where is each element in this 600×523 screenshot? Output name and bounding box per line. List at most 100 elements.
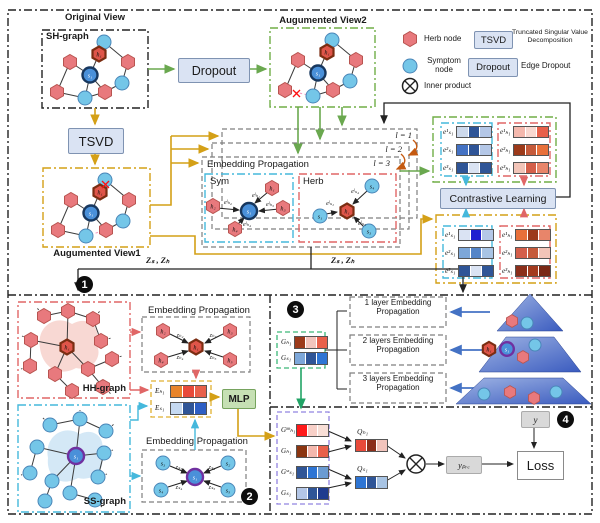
- embedding-bar-label: e¹ₕ₁: [502, 230, 513, 239]
- hh-graph-box: [17, 301, 131, 399]
- svg-text:zₛ₄: zₛ₄: [175, 485, 183, 491]
- embedding-propagation-title: Embedding Propagation: [207, 159, 309, 170]
- embedding-bar-row: e³ₕ₁: [502, 265, 551, 277]
- layer2-stack-box: [211, 142, 410, 230]
- embedding-bar-label: e¹ₛ₁: [443, 127, 454, 136]
- embedding-bar-row: e²ₛ₁: [445, 247, 494, 259]
- legend-dropout-chip: Dropout: [468, 58, 518, 77]
- svg-text:eˡₕ₁: eˡₕ₁: [252, 193, 260, 199]
- herb-propagation-graph: s₄ s₁ s₃ h₁ eˡₛ₄ eˡₛ₁ eˡₛ₃: [312, 178, 380, 239]
- herb-node-icon: [403, 31, 417, 47]
- embedding-cell: [366, 440, 376, 451]
- svg-text:h₅: h₅: [227, 358, 232, 365]
- legend-tsvd-desc: Truncated Singular Value Decomposition: [512, 29, 588, 44]
- view2-sym-embeds-box: [440, 122, 493, 177]
- svg-text:h₄: h₄: [232, 227, 237, 234]
- layer3-label: l = 3: [373, 158, 390, 168]
- embedding-cell: [356, 440, 366, 451]
- sh-graph-view2: [279, 33, 363, 103]
- embedding-bar-label: Gʰʰₕ₁: [281, 426, 296, 434]
- embedding-cell: [295, 337, 305, 348]
- embedding-cell: [480, 145, 491, 155]
- original-view-title: Original View: [64, 12, 125, 23]
- embedding-cell: [306, 353, 316, 364]
- embedding-cell: [366, 477, 376, 488]
- sh-graph-label: SH-graph: [46, 31, 89, 42]
- svg-text:zₕ₄: zₕ₄: [176, 355, 184, 361]
- embedding-cell: [183, 403, 194, 414]
- embedding-cell: [297, 488, 307, 499]
- layer1-ep-box: [349, 296, 447, 328]
- embedding-cell: [297, 467, 307, 478]
- svg-text:s₅: s₅: [226, 488, 231, 495]
- herb-center-label: h₁: [96, 52, 101, 59]
- layer2-label: l = 2: [385, 144, 402, 154]
- embedding-bar-label: e³ₛ₁: [445, 266, 456, 275]
- embedding-cell: [317, 337, 327, 348]
- embedding-bar-row: [355, 439, 388, 452]
- embedding-cell: [539, 266, 550, 276]
- embedding-cell: [377, 477, 387, 488]
- svg-text:s₁: s₁: [193, 475, 198, 482]
- embedding-cell: [527, 248, 538, 258]
- embedding-bar-row: Gʰʰₕ₁: [281, 424, 329, 437]
- sym-title: Sym: [210, 176, 229, 187]
- embedding-cell: [318, 488, 328, 499]
- svg-text:zₛ₃: zₛ₃: [175, 465, 183, 471]
- embedding-bar-label: e³ₛ₁: [443, 163, 454, 172]
- embedding-cell: [537, 127, 548, 137]
- embedding-bar-row: e¹ₕ₁: [502, 229, 551, 241]
- embedding-bar-label: Gₛ₁: [281, 489, 292, 497]
- embedding-cell: [307, 446, 317, 457]
- svg-text:s₁: s₁: [505, 347, 510, 354]
- aggregated-embedding-bars: Gʰʰₕ₁ Gₕ₁ Gˢˢₛ₁ Gₛ₁: [281, 424, 329, 508]
- ss-graph-label: SS-graph: [83, 496, 126, 507]
- embedding-cell: [516, 230, 527, 240]
- embedding-cell: [195, 403, 206, 414]
- q-symptom-label: Qₛ₁: [357, 464, 368, 473]
- embedding-cell: [514, 127, 525, 137]
- embedding-cell: [459, 230, 470, 240]
- svg-text:eˡₛ₄: eˡₛ₄: [351, 189, 359, 195]
- embedding-bar-label: Gₛ₁: [281, 354, 292, 362]
- svg-text:h₁: h₁: [64, 345, 69, 352]
- embedding-bar-label: Gˢˢₛ₁: [281, 468, 295, 476]
- embedding-bar-label: Gₕ₁: [281, 338, 292, 346]
- connectors: [74, 64, 571, 489]
- sym-box: [204, 173, 294, 243]
- embedding-cell: [457, 145, 468, 155]
- embedding-cell: [295, 353, 305, 364]
- svg-text:s₄: s₄: [370, 184, 375, 191]
- embedding-cell: [459, 248, 470, 258]
- prediction-chip: yₚᵣₑ: [446, 456, 482, 474]
- embedding-cell: [457, 127, 468, 137]
- embedding-cell: [171, 403, 182, 414]
- svg-text:h₄: h₄: [158, 358, 163, 365]
- section1-badge: 1: [76, 276, 93, 293]
- svg-text:zₕ₃: zₕ₃: [209, 333, 217, 339]
- herb-box: [298, 173, 397, 243]
- svg-text:h₃: h₃: [280, 206, 285, 213]
- legend-dropout-desc: Edge Dropout: [521, 61, 571, 70]
- view1-herb-embedding-bars: e¹ₕ₁ e²ₕ₁ e³ₕ₁: [502, 229, 551, 283]
- sym-propagation-graph: h₁ h₂ h₃ h₄ s₁ eˡₕ₁ eˡₕ₂ eˡₕ₃ eˡₕ₄: [206, 180, 290, 237]
- embedding-cell: [297, 425, 307, 436]
- embedding-cell: [195, 386, 206, 397]
- legend-icons: [401, 31, 419, 95]
- embedding-propagation-box: [201, 156, 401, 248]
- ss-ep-title: Embedding Propagation: [146, 436, 248, 447]
- embedding-bar-label: e¹ₛ₁: [445, 230, 456, 239]
- embedding-bar-label: e³ₕ₁: [502, 266, 513, 275]
- svg-text:h₂: h₂: [160, 329, 165, 336]
- svg-text:h₁: h₁: [193, 345, 198, 352]
- svg-text:zₛ₂: zₛ₂: [208, 465, 216, 471]
- mlp-chip: MLP: [222, 389, 256, 409]
- embedding-cell: [482, 248, 493, 258]
- symptom-center-label: s₁: [88, 73, 93, 80]
- frame-borders: [7, 9, 593, 515]
- embedding-cell: [468, 127, 479, 137]
- embedding-bar-label: e²ₛ₁: [445, 248, 456, 257]
- embedding-cell: [318, 446, 328, 457]
